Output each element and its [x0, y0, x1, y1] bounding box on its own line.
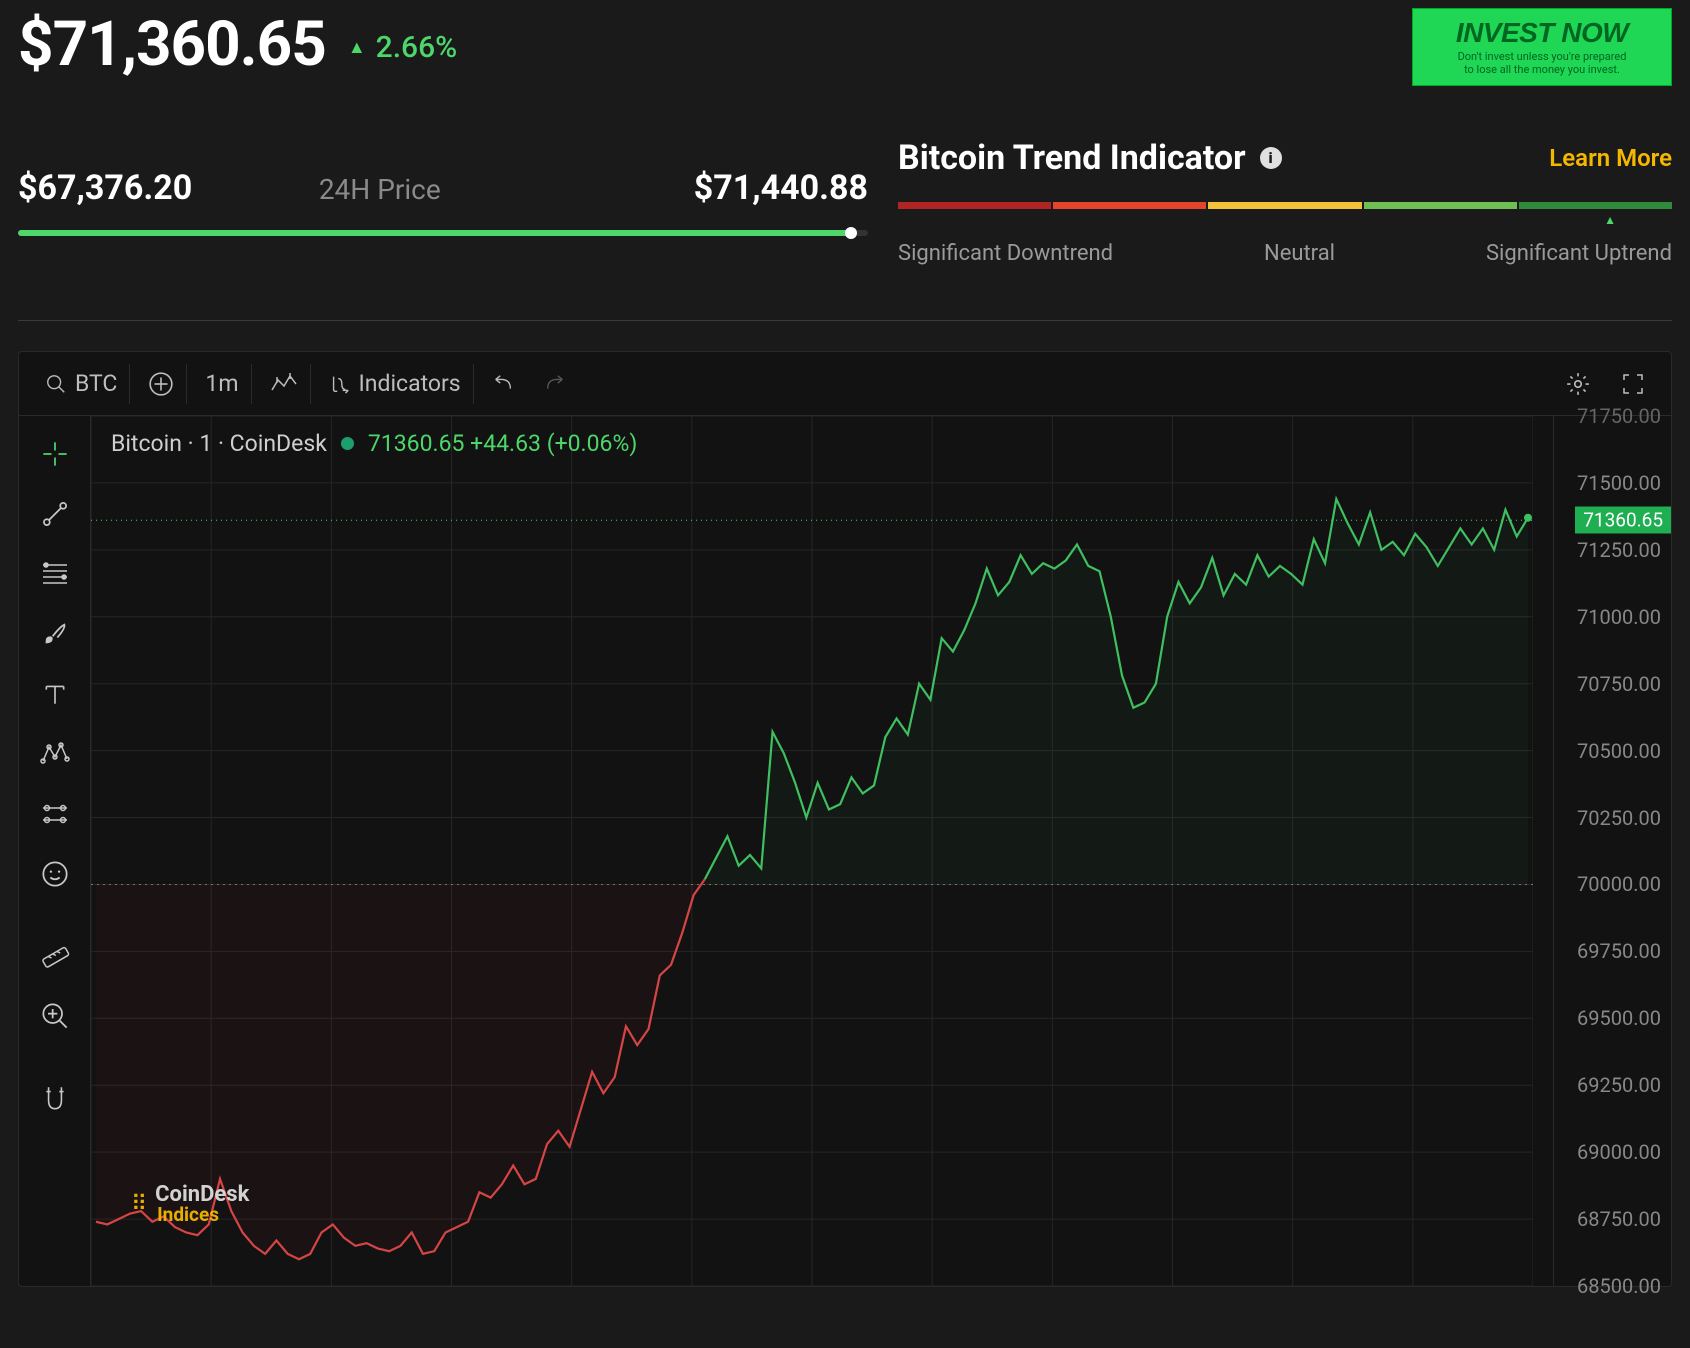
legend-values: 71360.65 +44.63 (+0.06%) [368, 430, 637, 457]
ad-cta: INVEST NOW [1456, 17, 1628, 49]
symbol-label: BTC [75, 370, 117, 397]
bti-pointer-icon: ▲ [1604, 213, 1616, 227]
range-bar [18, 230, 868, 236]
indicators-button[interactable]: Indicators [317, 364, 474, 404]
bti-label-up: Significant Uptrend [1486, 241, 1672, 266]
range-label: 24H Price [319, 173, 441, 206]
y-tick-label: 70250.00 [1577, 806, 1661, 830]
bti-label-down: Significant Downtrend [898, 241, 1113, 266]
zoom-icon[interactable] [30, 986, 80, 1046]
price-change-pct: 2.66% [376, 30, 458, 65]
y-tick-label: 70000.00 [1577, 872, 1661, 896]
symbol-search[interactable]: BTC [33, 364, 130, 404]
fullscreen-button[interactable] [1609, 364, 1657, 404]
brush-icon[interactable] [30, 604, 80, 664]
chart-panel: BTC 1m Indicators [18, 351, 1672, 1287]
price-change: ▲ 2.66% [348, 30, 457, 65]
ruler-icon[interactable] [30, 926, 80, 986]
y-tick-label: 69750.00 [1577, 939, 1661, 963]
y-tick-label: 71250.00 [1577, 538, 1661, 562]
settings-button[interactable] [1553, 364, 1603, 404]
range-low: $67,376.20 [18, 168, 192, 208]
y-tick-label: 70500.00 [1577, 739, 1661, 763]
y-tick-label: 71500.00 [1577, 471, 1661, 495]
fib-icon[interactable] [30, 544, 80, 604]
crosshair-icon[interactable] [30, 424, 80, 484]
coindesk-watermark: ⠿ CoinDesk Indices [131, 1182, 249, 1226]
divider [18, 320, 1672, 321]
y-tick-label: 68750.00 [1577, 1207, 1661, 1231]
trendline-icon[interactable] [30, 484, 80, 544]
ad-disclaimer: Don't invest unless you're preparedto lo… [1458, 51, 1627, 76]
chart-legend: Bitcoin · 1 · CoinDesk 71360.65 +44.63 (… [111, 430, 637, 457]
status-dot-icon [341, 437, 354, 450]
chart-style-button[interactable] [258, 364, 311, 404]
y-tick-label: 69500.00 [1577, 1006, 1661, 1030]
bti-title: Bitcoin Trend Indicator [898, 138, 1246, 178]
price-chart[interactable]: Bitcoin · 1 · CoinDesk 71360.65 +44.63 (… [91, 416, 1671, 1286]
y-tick-label: 69250.00 [1577, 1073, 1661, 1097]
range-high: $71,440.88 [694, 168, 868, 208]
y-tick-label: 71000.00 [1577, 605, 1661, 629]
legend-name: Bitcoin · 1 · CoinDesk [111, 430, 327, 457]
up-triangle-icon: ▲ [348, 37, 366, 58]
redo-button[interactable] [532, 364, 578, 404]
y-tick-label: 70750.00 [1577, 672, 1661, 696]
learn-more-link[interactable]: Learn More [1549, 144, 1672, 172]
bti-label-neutral: Neutral [1264, 241, 1335, 266]
text-icon[interactable] [30, 664, 80, 724]
y-tick-label: 69000.00 [1577, 1140, 1661, 1164]
info-icon[interactable]: i [1260, 147, 1282, 169]
current-price: $71,360.65 [18, 8, 326, 81]
coindesk-logo-icon: ⠿ [131, 1192, 147, 1217]
invest-ad[interactable]: INVEST NOW Don't invest unless you're pr… [1412, 8, 1672, 86]
y-tick-label: 71750.00 [1577, 404, 1661, 428]
bti-bar [898, 202, 1672, 209]
magnet-icon[interactable] [30, 1068, 80, 1128]
forecast-icon[interactable] [30, 784, 80, 844]
chart-toolbar: BTC 1m Indicators [19, 352, 1671, 416]
pattern-icon[interactable] [30, 724, 80, 784]
emoji-icon[interactable] [30, 844, 80, 904]
y-axis[interactable]: 71750.0071500.0071250.0071000.0070750.00… [1553, 416, 1671, 1286]
interval-button[interactable]: 1m [193, 364, 251, 404]
drawing-sidebar [19, 416, 91, 1286]
undo-button[interactable] [480, 364, 526, 404]
compare-button[interactable] [136, 364, 187, 404]
y-tick-label: 68500.00 [1577, 1274, 1661, 1298]
current-price-label: 71360.65 [1575, 507, 1671, 534]
